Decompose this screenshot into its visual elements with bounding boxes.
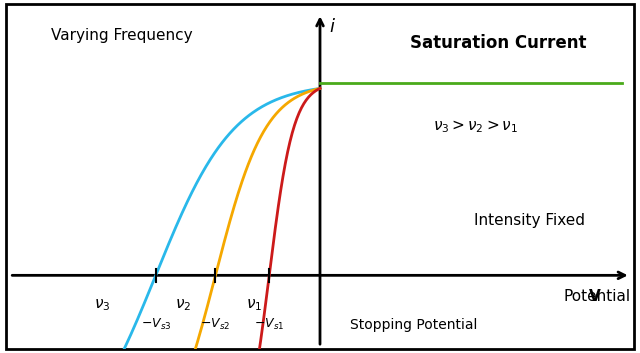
Text: $-V_{s2}$: $-V_{s2}$: [200, 317, 230, 332]
Text: $\nu_3$: $\nu_3$: [94, 297, 110, 313]
Text: Potential: Potential: [563, 289, 630, 304]
Text: V: V: [589, 289, 601, 304]
Text: $\nu_1$: $\nu_1$: [246, 297, 262, 313]
Text: $i$: $i$: [329, 18, 336, 36]
Text: $\nu_3 > \nu_2 > \nu_1$: $\nu_3 > \nu_2 > \nu_1$: [433, 119, 518, 136]
Text: $\nu_2$: $\nu_2$: [175, 297, 191, 313]
Text: $-V_{s3}$: $-V_{s3}$: [141, 317, 171, 332]
Text: Intensity Fixed: Intensity Fixed: [474, 214, 584, 228]
Text: Stopping Potential: Stopping Potential: [350, 318, 477, 332]
Text: Varying Frequency: Varying Frequency: [51, 28, 193, 43]
Text: Saturation Current: Saturation Current: [410, 34, 586, 52]
Text: $-V_{s1}$: $-V_{s1}$: [254, 317, 284, 332]
